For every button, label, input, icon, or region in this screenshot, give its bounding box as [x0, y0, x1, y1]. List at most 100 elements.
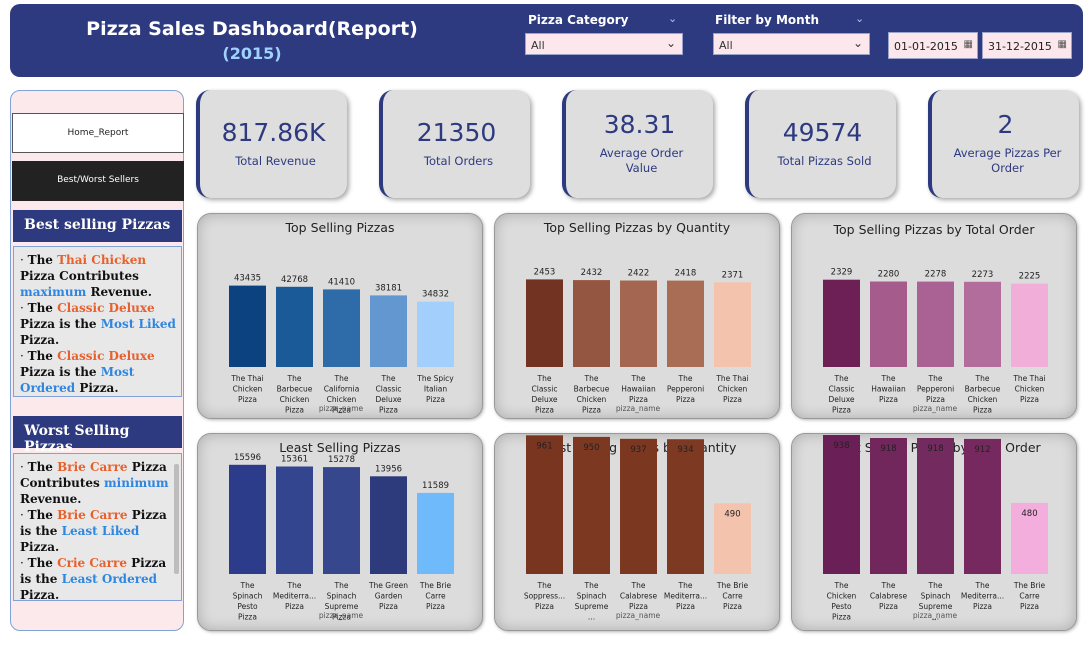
chart-top-selling-pizzas: Top Selling Pizzas 43435 The Thai Chicken P… — [197, 213, 483, 419]
x-tick-label: The Spinach Supreme Pizza — [325, 581, 359, 622]
chart-bar[interactable] — [229, 285, 266, 367]
kpi-label: Average Pizzas Per Order — [953, 146, 1062, 175]
x-tick-label: The Barbecue Chicken Pizza — [574, 374, 610, 415]
chart-bar[interactable] — [1011, 283, 1048, 367]
bar-value-label: 950 — [583, 443, 599, 453]
x-axis-label: pizza_name — [319, 611, 364, 620]
x-tick-label: The Classic Deluxe Pizza — [828, 374, 854, 415]
chart-bar[interactable] — [417, 301, 454, 367]
x-tick-label: The Spinach Supreme... — [919, 581, 953, 622]
x-tick-label: The Pepperoni Pizza — [917, 374, 954, 404]
chart-bar[interactable] — [870, 281, 907, 368]
x-tick-label: The Calabrese Pizza — [870, 581, 908, 611]
chart-bar[interactable] — [573, 436, 610, 574]
x-tick-label: The Spinach Supreme... — [575, 581, 609, 622]
end-date-input[interactable]: 31-12-2015 ▦ — [982, 32, 1072, 59]
x-tick-label: The California Chicken Pizza — [324, 374, 360, 415]
x-tick-label: The Classic Deluxe Pizza — [531, 374, 557, 415]
kpi-value: 38.31 — [603, 110, 676, 139]
x-tick-label: The Soppress... Pizza — [524, 581, 565, 611]
worst-note-revenue: · The Brie Carre Pizza Contributes minim… — [20, 460, 169, 506]
chart-bar[interactable] — [917, 281, 954, 367]
bar-value-label: 937 — [630, 445, 646, 455]
worst-note-liked: · The Brie Carre Pizza is the Least Like… — [20, 508, 167, 554]
bar-value-label: 934 — [677, 445, 693, 455]
chevron-down-icon[interactable]: ⌄ — [855, 12, 865, 25]
chart-bar[interactable] — [714, 282, 751, 367]
x-tick-label: The Brie Carre Pizza — [419, 581, 452, 611]
x-axis-label: pizza_name — [616, 611, 661, 620]
chevron-down-icon[interactable]: ⌄ — [668, 12, 678, 25]
month-dropdown-value: All — [719, 39, 733, 52]
calendar-icon[interactable]: ▦ — [1057, 39, 1067, 50]
x-tick-label: The Pepperoni Pizza — [667, 374, 704, 404]
notes-scrollbar[interactable] — [174, 464, 179, 574]
calendar-icon[interactable]: ▦ — [963, 39, 973, 50]
bar-value-label: 912 — [974, 445, 990, 455]
chevron-down-icon: ⌄ — [665, 36, 676, 50]
chart-bar[interactable] — [370, 295, 407, 367]
chart-bar[interactable] — [323, 289, 360, 367]
month-dropdown[interactable]: All ⌄ — [713, 33, 870, 55]
x-tick-label: The Thai Chicken Pizza — [1012, 374, 1045, 404]
kpi-label: Total Revenue — [235, 154, 316, 168]
kpi-average-pizzas-per-order: 2 Average Pizzas Per Order — [928, 90, 1079, 198]
end-date-value: 31-12-2015 — [988, 40, 1052, 53]
home-report-button[interactable]: Home_Report — [12, 113, 184, 153]
chart-bar[interactable] — [620, 438, 657, 574]
bar-value-label: 38181 — [375, 283, 402, 293]
chart-bar[interactable] — [917, 438, 954, 574]
chart-bar[interactable] — [526, 435, 563, 574]
chart-bar[interactable] — [526, 279, 563, 367]
kpi-value: 2 — [997, 110, 1014, 139]
chart-bar[interactable] — [323, 467, 360, 574]
x-tick-label: The Thai Chicken Pizza — [715, 374, 748, 404]
bar-value-label: 2422 — [628, 269, 650, 279]
chart-bar[interactable] — [667, 280, 704, 367]
bar-value-label: 11589 — [422, 481, 449, 491]
x-tick-label: The Mediterra... Pizza — [961, 581, 1004, 611]
chart-bar[interactable] — [276, 466, 313, 575]
kpi-value: 21350 — [416, 118, 497, 147]
x-tick-label: The Mediterra... Pizza — [664, 581, 707, 611]
chart-least-selling-by-total-order: Least Selling Pizzas by Total Order 938T… — [791, 433, 1077, 631]
chart-bar[interactable] — [667, 439, 704, 574]
category-dropdown[interactable]: All ⌄ — [525, 33, 683, 55]
bar-value-label: 42768 — [281, 275, 308, 285]
bar-value-label: 2453 — [534, 267, 556, 277]
chart-canvas: 961 The Soppress... Pizza 950 The Spinach Supre… — [524, 435, 751, 622]
chart-bar[interactable] — [964, 438, 1001, 574]
x-tick-label: The Thai Chicken Pizza — [230, 374, 263, 404]
chart-bar[interactable] — [823, 279, 860, 367]
chart-bar[interactable] — [620, 280, 657, 368]
chart-bar[interactable] — [573, 280, 610, 367]
bar-value-label: 13956 — [375, 464, 402, 474]
x-tick-label: The Classic Deluxe Pizza — [375, 374, 401, 415]
chart-bar[interactable] — [229, 464, 266, 574]
bar-value-label: 15596 — [234, 453, 261, 463]
kpi-total-revenue: 817.86K Total Revenue — [196, 90, 347, 198]
bar-value-label: 2273 — [972, 270, 994, 280]
chart-bar[interactable] — [276, 286, 313, 367]
bar-value-label: 2432 — [581, 268, 603, 278]
start-date-input[interactable]: 01-01-2015 ▦ — [888, 32, 978, 59]
best-worst-sellers-button[interactable]: Best/Worst Sellers — [12, 161, 184, 201]
best-note-ordered: · The Classic Deluxe Pizza is the Most O… — [20, 349, 155, 395]
chart-bar[interactable] — [1011, 502, 1048, 574]
report-year: (2015) — [222, 44, 282, 63]
chart-bar[interactable] — [417, 492, 454, 574]
chart-bar[interactable] — [370, 476, 407, 574]
chart-bar[interactable] — [823, 435, 860, 574]
chart-bar[interactable] — [870, 438, 907, 574]
worst-note-ordered: · The Crie Carre Pizza is the Least Orde… — [20, 556, 167, 602]
x-axis-label: pizza_name — [913, 611, 958, 620]
chart-bar[interactable] — [714, 503, 751, 574]
category-dropdown-value: All — [531, 39, 545, 52]
kpi-label: Total Orders — [423, 154, 494, 168]
chart-canvas: 938 The Chicken Pesto Pizza 918 The Calabrese Pi… — [823, 435, 1048, 622]
bar-value-label: 2225 — [1019, 272, 1041, 282]
x-axis-label: pizza_name — [616, 404, 661, 413]
chart-bar[interactable] — [964, 281, 1001, 367]
chevron-down-icon: ⌄ — [852, 36, 863, 50]
start-date-value: 01-01-2015 — [894, 40, 958, 53]
